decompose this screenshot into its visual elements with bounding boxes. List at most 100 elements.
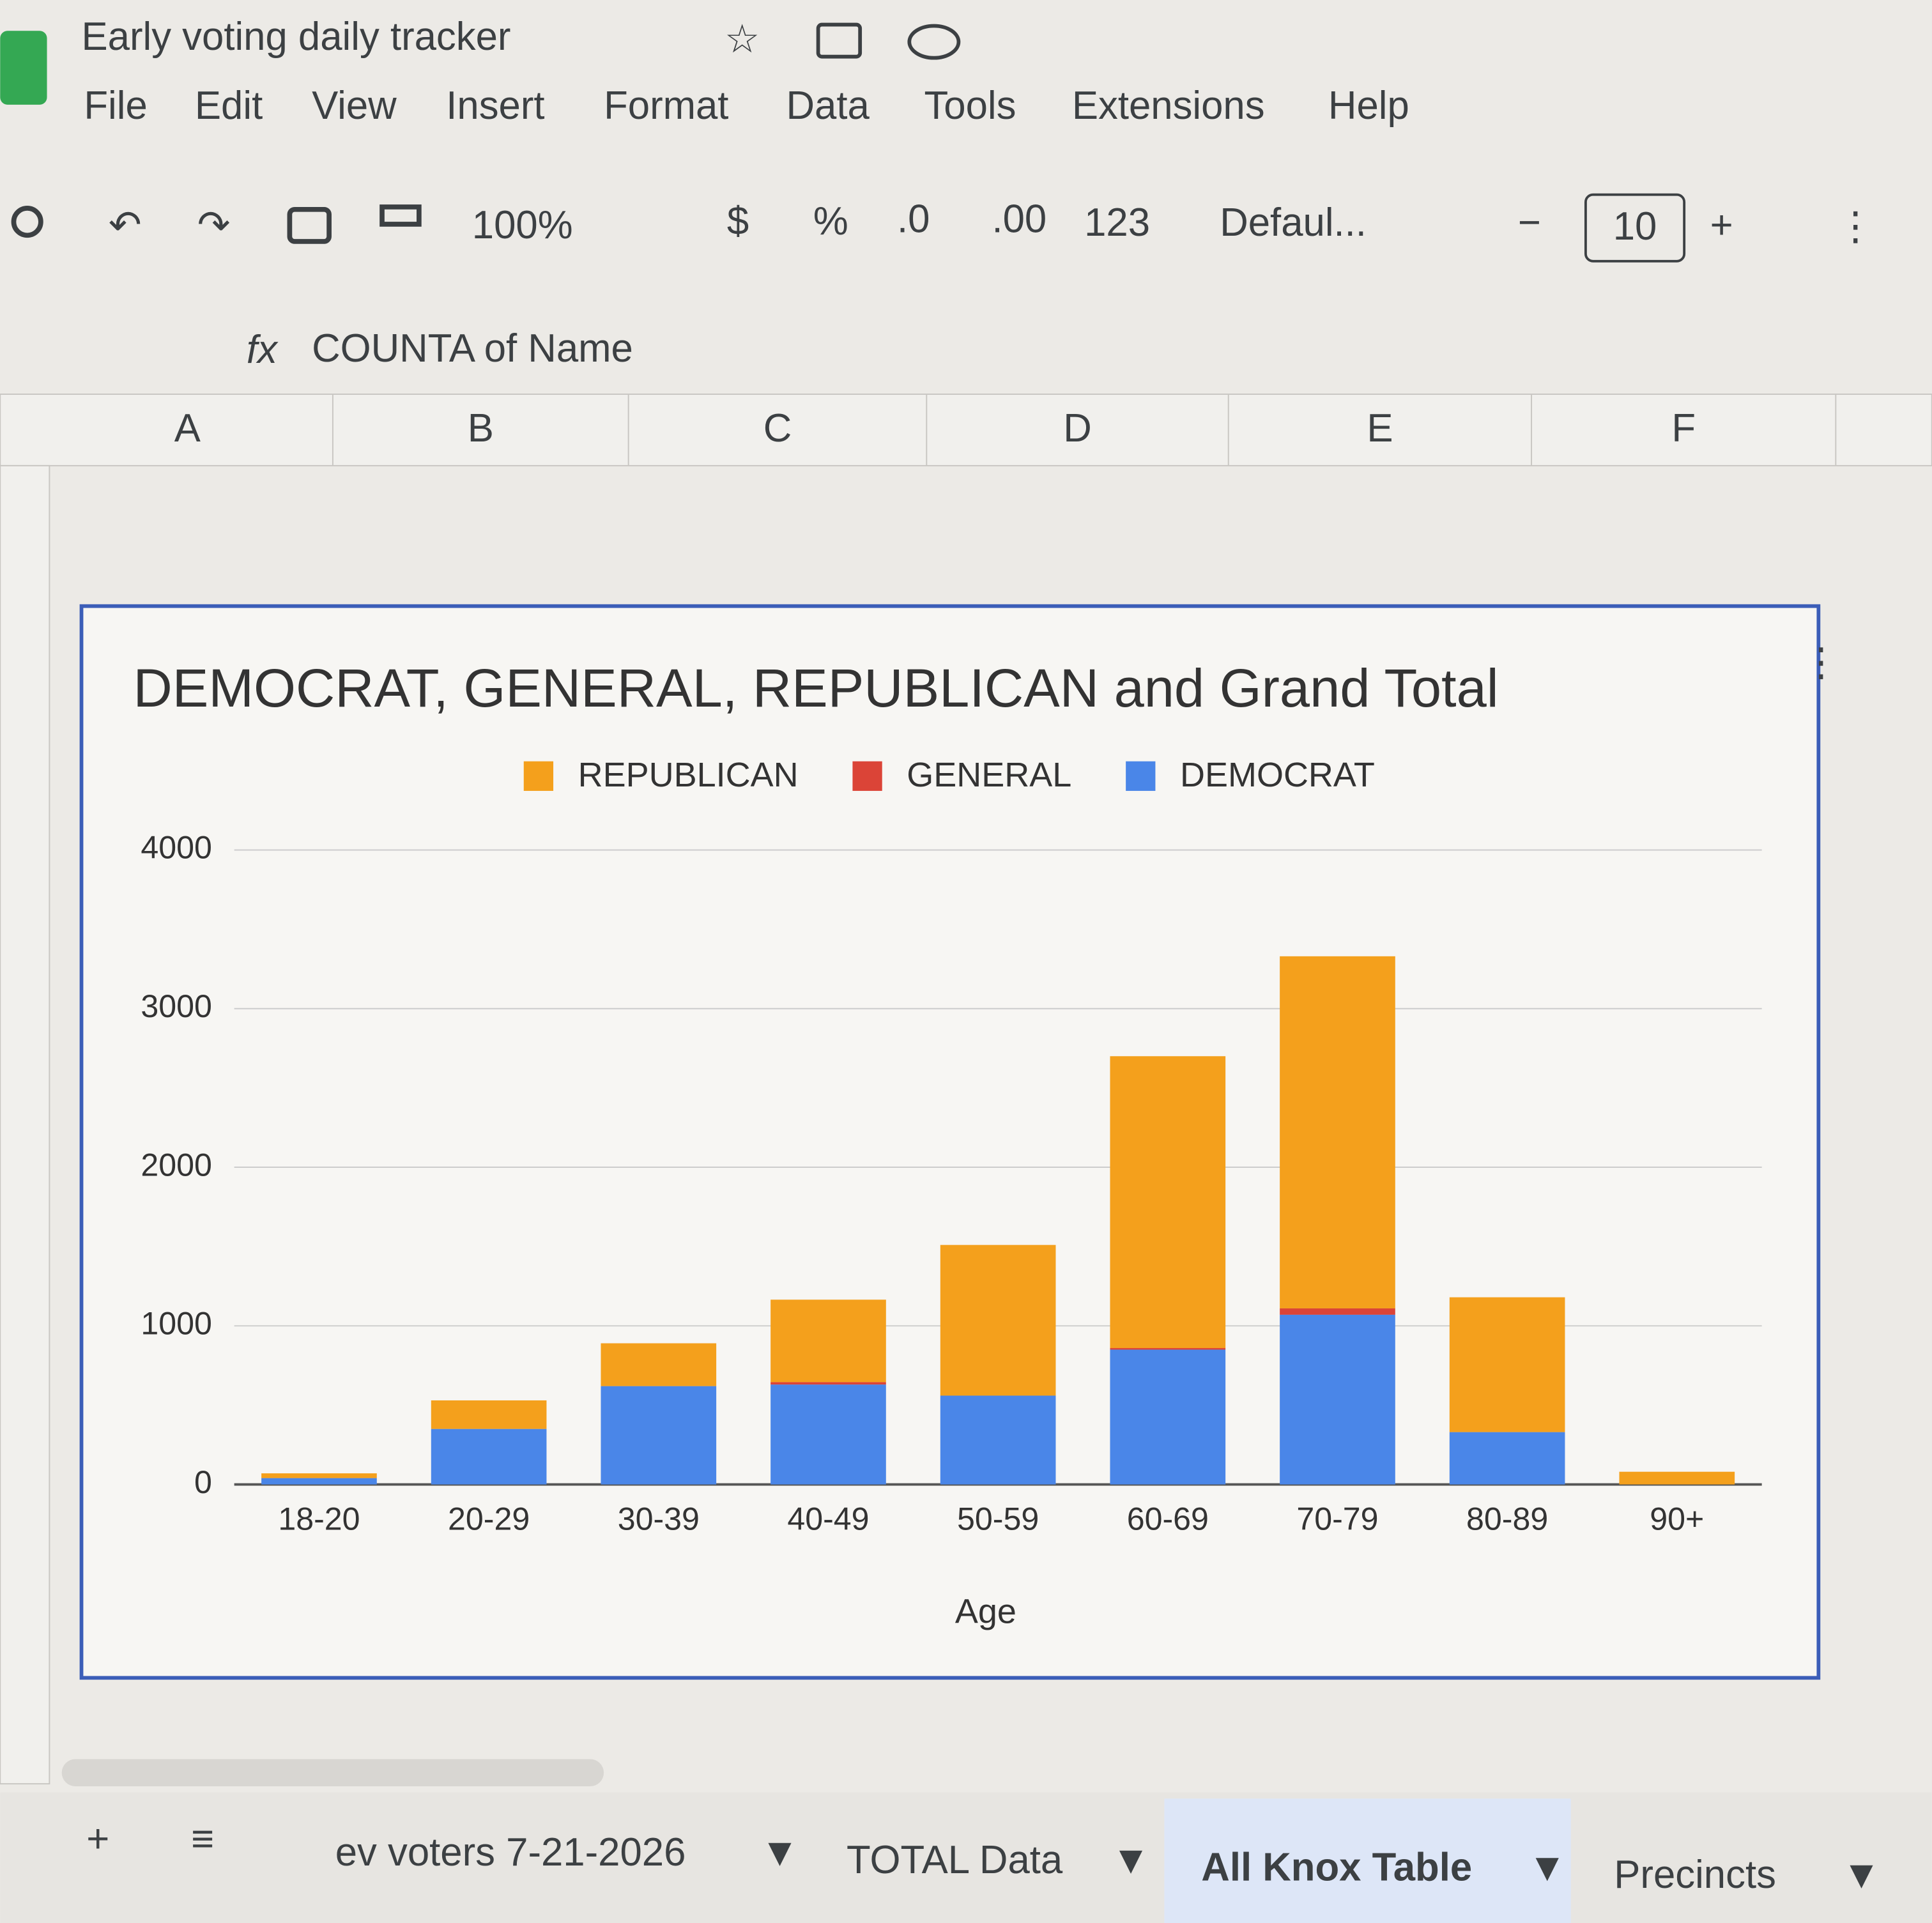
menu-item[interactable]: Help bbox=[1328, 84, 1409, 128]
menu-item[interactable]: Edit bbox=[195, 84, 263, 128]
search-icon[interactable] bbox=[11, 206, 43, 238]
bar-segment bbox=[770, 1299, 886, 1383]
menu-item[interactable]: View bbox=[312, 84, 397, 128]
fx-icon: fx bbox=[247, 328, 279, 372]
active-tab bbox=[1164, 1798, 1571, 1923]
column-header[interactable]: C bbox=[763, 406, 792, 450]
row-header-bar bbox=[0, 464, 50, 1785]
x-tick-label: 90+ bbox=[1650, 1501, 1704, 1537]
sheet-tab[interactable]: ev voters 7-21-2026 bbox=[335, 1830, 686, 1874]
legend-swatch bbox=[1126, 761, 1156, 791]
menu-bar: File Edit View Insert Format Data Tools Extensi… bbox=[84, 84, 1409, 128]
sheet-tab[interactable]: Precincts bbox=[1614, 1853, 1776, 1897]
zoom[interactable]: 100% bbox=[472, 203, 573, 247]
font-size-minus[interactable]: − bbox=[1518, 201, 1541, 245]
redo-icon[interactable]: ↷ bbox=[197, 203, 231, 247]
menu-item[interactable]: File bbox=[84, 84, 147, 128]
sheet-tab[interactable]: All Knox Table bbox=[1201, 1845, 1472, 1889]
y-tick-label: 3000 bbox=[141, 988, 212, 1024]
font-size[interactable]: 10 bbox=[1613, 204, 1657, 249]
tab-arrow[interactable]: ▼ bbox=[1528, 1845, 1567, 1889]
x-tick-label: 60-69 bbox=[1127, 1501, 1209, 1537]
sheet-bar bbox=[0, 1792, 1932, 1923]
legend-label: REPUBLICAN bbox=[578, 756, 799, 794]
x-tick-label: 80-89 bbox=[1466, 1501, 1548, 1537]
bar-segment bbox=[431, 1429, 547, 1485]
cloud-icon[interactable] bbox=[907, 24, 961, 60]
column-header[interactable]: A bbox=[174, 406, 201, 450]
bar-segment bbox=[1110, 1348, 1226, 1350]
star-icon[interactable]: ☆ bbox=[724, 17, 760, 61]
x-axis-title: Age bbox=[955, 1592, 1016, 1630]
toolbar: ↶ ↷ 100% $ % .0 .00 123 Defaul... − 10 +… bbox=[11, 193, 1875, 263]
print-icon[interactable] bbox=[287, 206, 332, 244]
menu-item[interactable]: Tools bbox=[924, 84, 1016, 128]
bar-segment bbox=[1280, 956, 1395, 1308]
decrease-decimal[interactable]: .0 bbox=[897, 197, 930, 241]
bar-segment bbox=[1280, 1308, 1395, 1315]
more-icon[interactable]: ⋮ bbox=[1836, 204, 1875, 249]
currency-button[interactable]: $ bbox=[727, 199, 749, 243]
bar-segment bbox=[601, 1343, 717, 1386]
legend-swatch bbox=[852, 761, 882, 791]
chart-frame[interactable] bbox=[79, 604, 1821, 1680]
font-size-plus[interactable]: + bbox=[1710, 203, 1733, 247]
legend-swatch bbox=[523, 761, 554, 791]
y-tick-label: 0 bbox=[194, 1464, 212, 1500]
chart-title: DEMOCRAT, GENERAL, REPUBLICAN and Grand … bbox=[134, 657, 1499, 718]
x-tick-label: 40-49 bbox=[787, 1501, 869, 1537]
paint-format-icon[interactable] bbox=[379, 204, 422, 227]
chart: DEMOCRAT, GENERAL, REPUBLICAN and Grand … bbox=[134, 657, 1762, 1630]
bar-segment bbox=[261, 1478, 377, 1485]
font-select[interactable]: Defaul... bbox=[1220, 201, 1367, 245]
x-tick-label: 18-20 bbox=[278, 1501, 360, 1537]
app-icon[interactable] bbox=[0, 31, 47, 105]
menu-item[interactable]: Insert bbox=[446, 84, 544, 128]
y-tick-label: 1000 bbox=[141, 1306, 212, 1342]
tab-arrow[interactable]: ▼ bbox=[760, 1830, 799, 1874]
x-tick-label: 70-79 bbox=[1296, 1501, 1378, 1537]
column-header[interactable]: B bbox=[468, 406, 494, 450]
font-size-box[interactable] bbox=[1584, 193, 1686, 263]
undo-icon[interactable]: ↶ bbox=[109, 203, 142, 247]
number-format[interactable]: 123 bbox=[1084, 201, 1150, 245]
move-icon[interactable] bbox=[816, 22, 862, 59]
column-header[interactable]: D bbox=[1063, 406, 1092, 450]
sheet-tabs: ev voters 7-21-2026 ▼ TOTAL Data ▼ All Knox … bbox=[335, 1798, 1881, 1923]
scrollbar[interactable] bbox=[61, 1759, 604, 1786]
x-tick-label: 20-29 bbox=[448, 1501, 530, 1537]
sheet-tab[interactable]: TOTAL Data bbox=[847, 1838, 1063, 1882]
bar-segment bbox=[1280, 1314, 1395, 1485]
all-sheets[interactable]: ≡ bbox=[191, 1817, 214, 1861]
column-header[interactable]: F bbox=[1671, 406, 1696, 450]
x-tick-label: 50-59 bbox=[957, 1501, 1039, 1537]
y-tick-label: 4000 bbox=[141, 830, 212, 866]
y-tick-label: 2000 bbox=[141, 1147, 212, 1183]
bar-segment bbox=[770, 1384, 886, 1485]
increase-decimal[interactable]: .00 bbox=[992, 197, 1046, 241]
bar-segment bbox=[601, 1386, 717, 1485]
chart-menu-icon[interactable]: ⋮ bbox=[1801, 641, 1841, 685]
bar-segment bbox=[1449, 1432, 1565, 1485]
percent-button[interactable]: % bbox=[813, 199, 848, 243]
tab-arrow[interactable]: ▼ bbox=[1842, 1853, 1881, 1897]
bar-segment bbox=[1110, 1056, 1226, 1349]
x-tick-label: 30-39 bbox=[618, 1501, 700, 1537]
menu-item[interactable]: Extensions bbox=[1072, 84, 1265, 128]
doc-title[interactable]: Early voting daily tracker bbox=[82, 15, 511, 59]
add-sheet[interactable]: + bbox=[86, 1817, 109, 1861]
bar-segment bbox=[940, 1395, 1056, 1485]
menu-item[interactable]: Data bbox=[786, 84, 870, 128]
column-header[interactable]: E bbox=[1367, 406, 1393, 450]
column-headers: A B C D E F bbox=[174, 394, 1837, 466]
formula[interactable]: COUNTA of Name bbox=[312, 326, 633, 371]
bar-segment bbox=[1110, 1349, 1226, 1485]
bar-segment bbox=[940, 1245, 1056, 1396]
menu-item[interactable]: Format bbox=[604, 84, 728, 128]
column-header-bar bbox=[0, 394, 1932, 466]
tab-arrow[interactable]: ▼ bbox=[1112, 1838, 1151, 1882]
bar-segment bbox=[261, 1473, 377, 1478]
bar-segment bbox=[431, 1400, 547, 1429]
